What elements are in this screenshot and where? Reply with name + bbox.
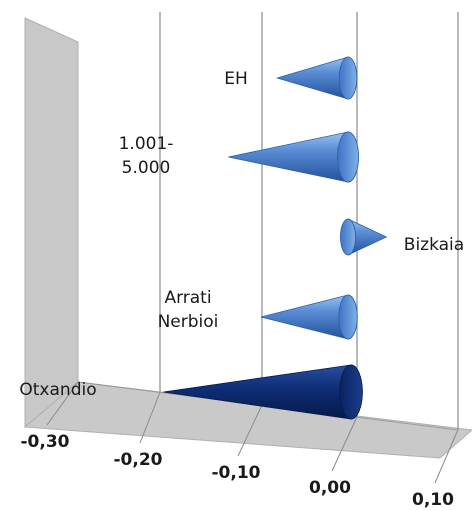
category-label: EH bbox=[224, 69, 248, 89]
x-tick-label: 0,10 bbox=[412, 490, 454, 510]
cone-bar bbox=[163, 364, 363, 420]
floor-gridline bbox=[331, 416, 358, 472]
floor-gridline bbox=[237, 404, 263, 457]
cone-bar bbox=[340, 218, 388, 256]
cone-base bbox=[338, 56, 358, 100]
category-label: Otxandio bbox=[19, 380, 96, 400]
x-tick-label: -0,30 bbox=[21, 432, 70, 452]
x-tick-label: -0,10 bbox=[212, 463, 261, 483]
category-labels: EH 1.001- 5.000 Bizkaia Arrati Nerbioi Otxandi… bbox=[19, 69, 464, 400]
category-label: 1.001- bbox=[119, 134, 174, 154]
x-tick-label: -0,20 bbox=[114, 450, 163, 470]
category-label: 5.000 bbox=[122, 158, 171, 178]
chart-floor bbox=[23, 381, 472, 459]
floor-gridline bbox=[46, 381, 79, 426]
cone-base bbox=[337, 131, 359, 183]
chart-side-wall bbox=[24, 17, 79, 429]
cone-bar bbox=[260, 294, 358, 340]
category-label: Arrati bbox=[164, 288, 211, 308]
cone-bar bbox=[275, 56, 358, 100]
cones bbox=[163, 56, 388, 420]
x-tick-labels: -0,30 -0,20 -0,10 0,00 0,10 bbox=[21, 432, 455, 510]
floor-gridline bbox=[434, 429, 459, 484]
x-tick-label: 0,00 bbox=[309, 478, 351, 498]
floor-gridline bbox=[139, 392, 161, 444]
cone-base bbox=[338, 294, 358, 340]
cone-base bbox=[339, 364, 363, 420]
cone-bar bbox=[228, 131, 359, 183]
category-label: Nerbioi bbox=[158, 312, 219, 332]
cone-body bbox=[347, 218, 388, 256]
category-label: Bizkaia bbox=[404, 235, 464, 255]
